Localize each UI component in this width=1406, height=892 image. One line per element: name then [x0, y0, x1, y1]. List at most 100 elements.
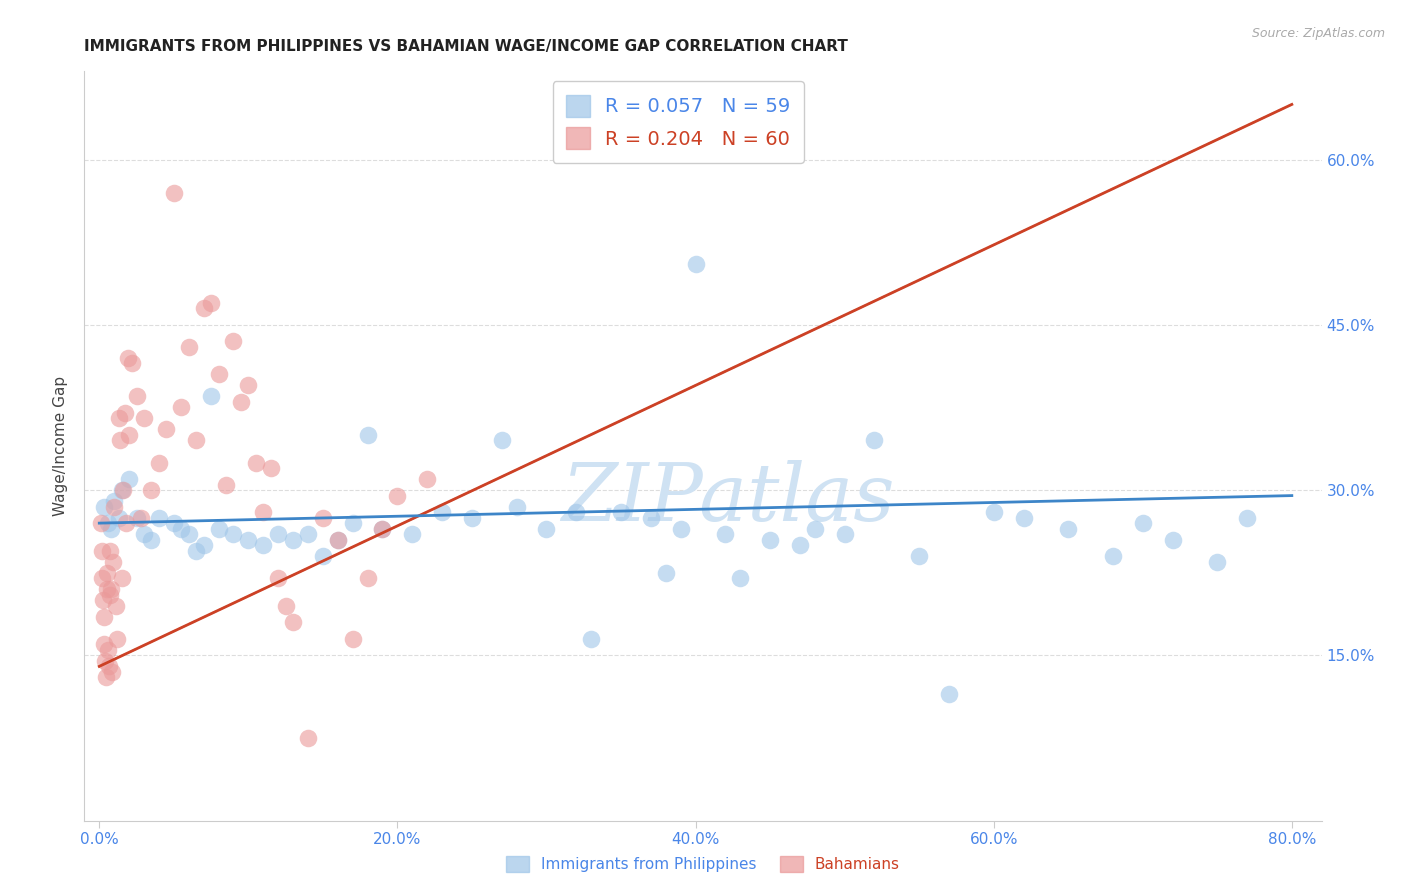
Point: [207, 368, 229, 382]
Point: [104, 599, 127, 613]
Point: [107, 411, 129, 425]
Point: [1206, 555, 1229, 569]
Point: [430, 505, 453, 519]
Point: [155, 422, 177, 436]
Point: [101, 555, 124, 569]
Point: [200, 389, 222, 403]
Point: [186, 543, 208, 558]
Point: [804, 522, 827, 536]
Legend: R = 0.057   N = 59, R = 0.204   N = 60: R = 0.057 N = 59, R = 0.204 N = 60: [553, 81, 804, 163]
Point: [129, 510, 152, 524]
Point: [536, 522, 558, 536]
Point: [416, 472, 439, 486]
Point: [401, 527, 423, 541]
Point: [132, 527, 155, 541]
Point: [141, 483, 163, 497]
Point: [207, 522, 229, 536]
Point: [93, 500, 115, 514]
Point: [1132, 516, 1154, 530]
Point: [312, 510, 335, 524]
Point: [200, 295, 222, 310]
Point: [222, 334, 245, 349]
Point: [90, 516, 112, 530]
Point: [148, 510, 170, 524]
Point: [387, 489, 409, 503]
Point: [114, 406, 136, 420]
Point: [759, 533, 782, 547]
Point: [91, 593, 114, 607]
Point: [297, 527, 319, 541]
Point: [252, 505, 274, 519]
Point: [342, 632, 364, 646]
Point: [163, 186, 186, 200]
Point: [177, 527, 200, 541]
Point: [97, 659, 120, 673]
Point: [132, 411, 155, 425]
Point: [117, 351, 139, 365]
Point: [193, 538, 215, 552]
Point: [115, 516, 138, 530]
Point: [93, 609, 115, 624]
Legend: Immigrants from Philippines, Bahamians: Immigrants from Philippines, Bahamians: [499, 848, 907, 880]
Point: [103, 500, 125, 514]
Point: [177, 340, 200, 354]
Point: [97, 516, 120, 530]
Point: [100, 522, 122, 536]
Point: [121, 356, 143, 370]
Point: [98, 543, 121, 558]
Point: [342, 516, 364, 530]
Point: [94, 670, 117, 684]
Point: [685, 257, 707, 271]
Point: [101, 665, 124, 679]
Point: [252, 538, 274, 552]
Point: [274, 599, 297, 613]
Point: [229, 395, 252, 409]
Text: IMMIGRANTS FROM PHILIPPINES VS BAHAMIAN WAGE/INCOME GAP CORRELATION CHART: IMMIGRANTS FROM PHILIPPINES VS BAHAMIAN …: [84, 38, 848, 54]
Point: [371, 522, 394, 536]
Point: [245, 456, 267, 470]
Point: [1236, 510, 1258, 524]
Point: [326, 533, 349, 547]
Point: [730, 571, 752, 585]
Point: [908, 549, 931, 564]
Y-axis label: Wage/Income Gap: Wage/Income Gap: [53, 376, 69, 516]
Point: [579, 632, 602, 646]
Point: [118, 472, 141, 486]
Point: [356, 428, 378, 442]
Point: [983, 505, 1005, 519]
Point: [714, 527, 737, 541]
Text: Source: ZipAtlas.com: Source: ZipAtlas.com: [1251, 27, 1385, 40]
Point: [141, 533, 163, 547]
Point: [834, 527, 856, 541]
Point: [297, 731, 319, 745]
Point: [125, 389, 148, 403]
Point: [222, 527, 245, 541]
Point: [1012, 510, 1035, 524]
Point: [97, 643, 120, 657]
Point: [260, 461, 283, 475]
Point: [789, 538, 811, 552]
Point: [356, 571, 378, 585]
Point: [96, 582, 118, 597]
Point: [107, 510, 129, 524]
Point: [163, 516, 186, 530]
Point: [170, 522, 193, 536]
Point: [1102, 549, 1125, 564]
Point: [118, 428, 141, 442]
Point: [938, 687, 960, 701]
Point: [103, 494, 125, 508]
Point: [193, 301, 215, 316]
Point: [491, 434, 513, 448]
Point: [111, 483, 134, 497]
Point: [148, 456, 170, 470]
Point: [100, 582, 122, 597]
Point: [96, 566, 118, 580]
Point: [267, 571, 290, 585]
Point: [91, 571, 114, 585]
Point: [461, 510, 484, 524]
Point: [215, 477, 238, 491]
Point: [281, 615, 304, 630]
Point: [111, 571, 134, 585]
Point: [100, 588, 122, 602]
Point: [238, 378, 260, 392]
